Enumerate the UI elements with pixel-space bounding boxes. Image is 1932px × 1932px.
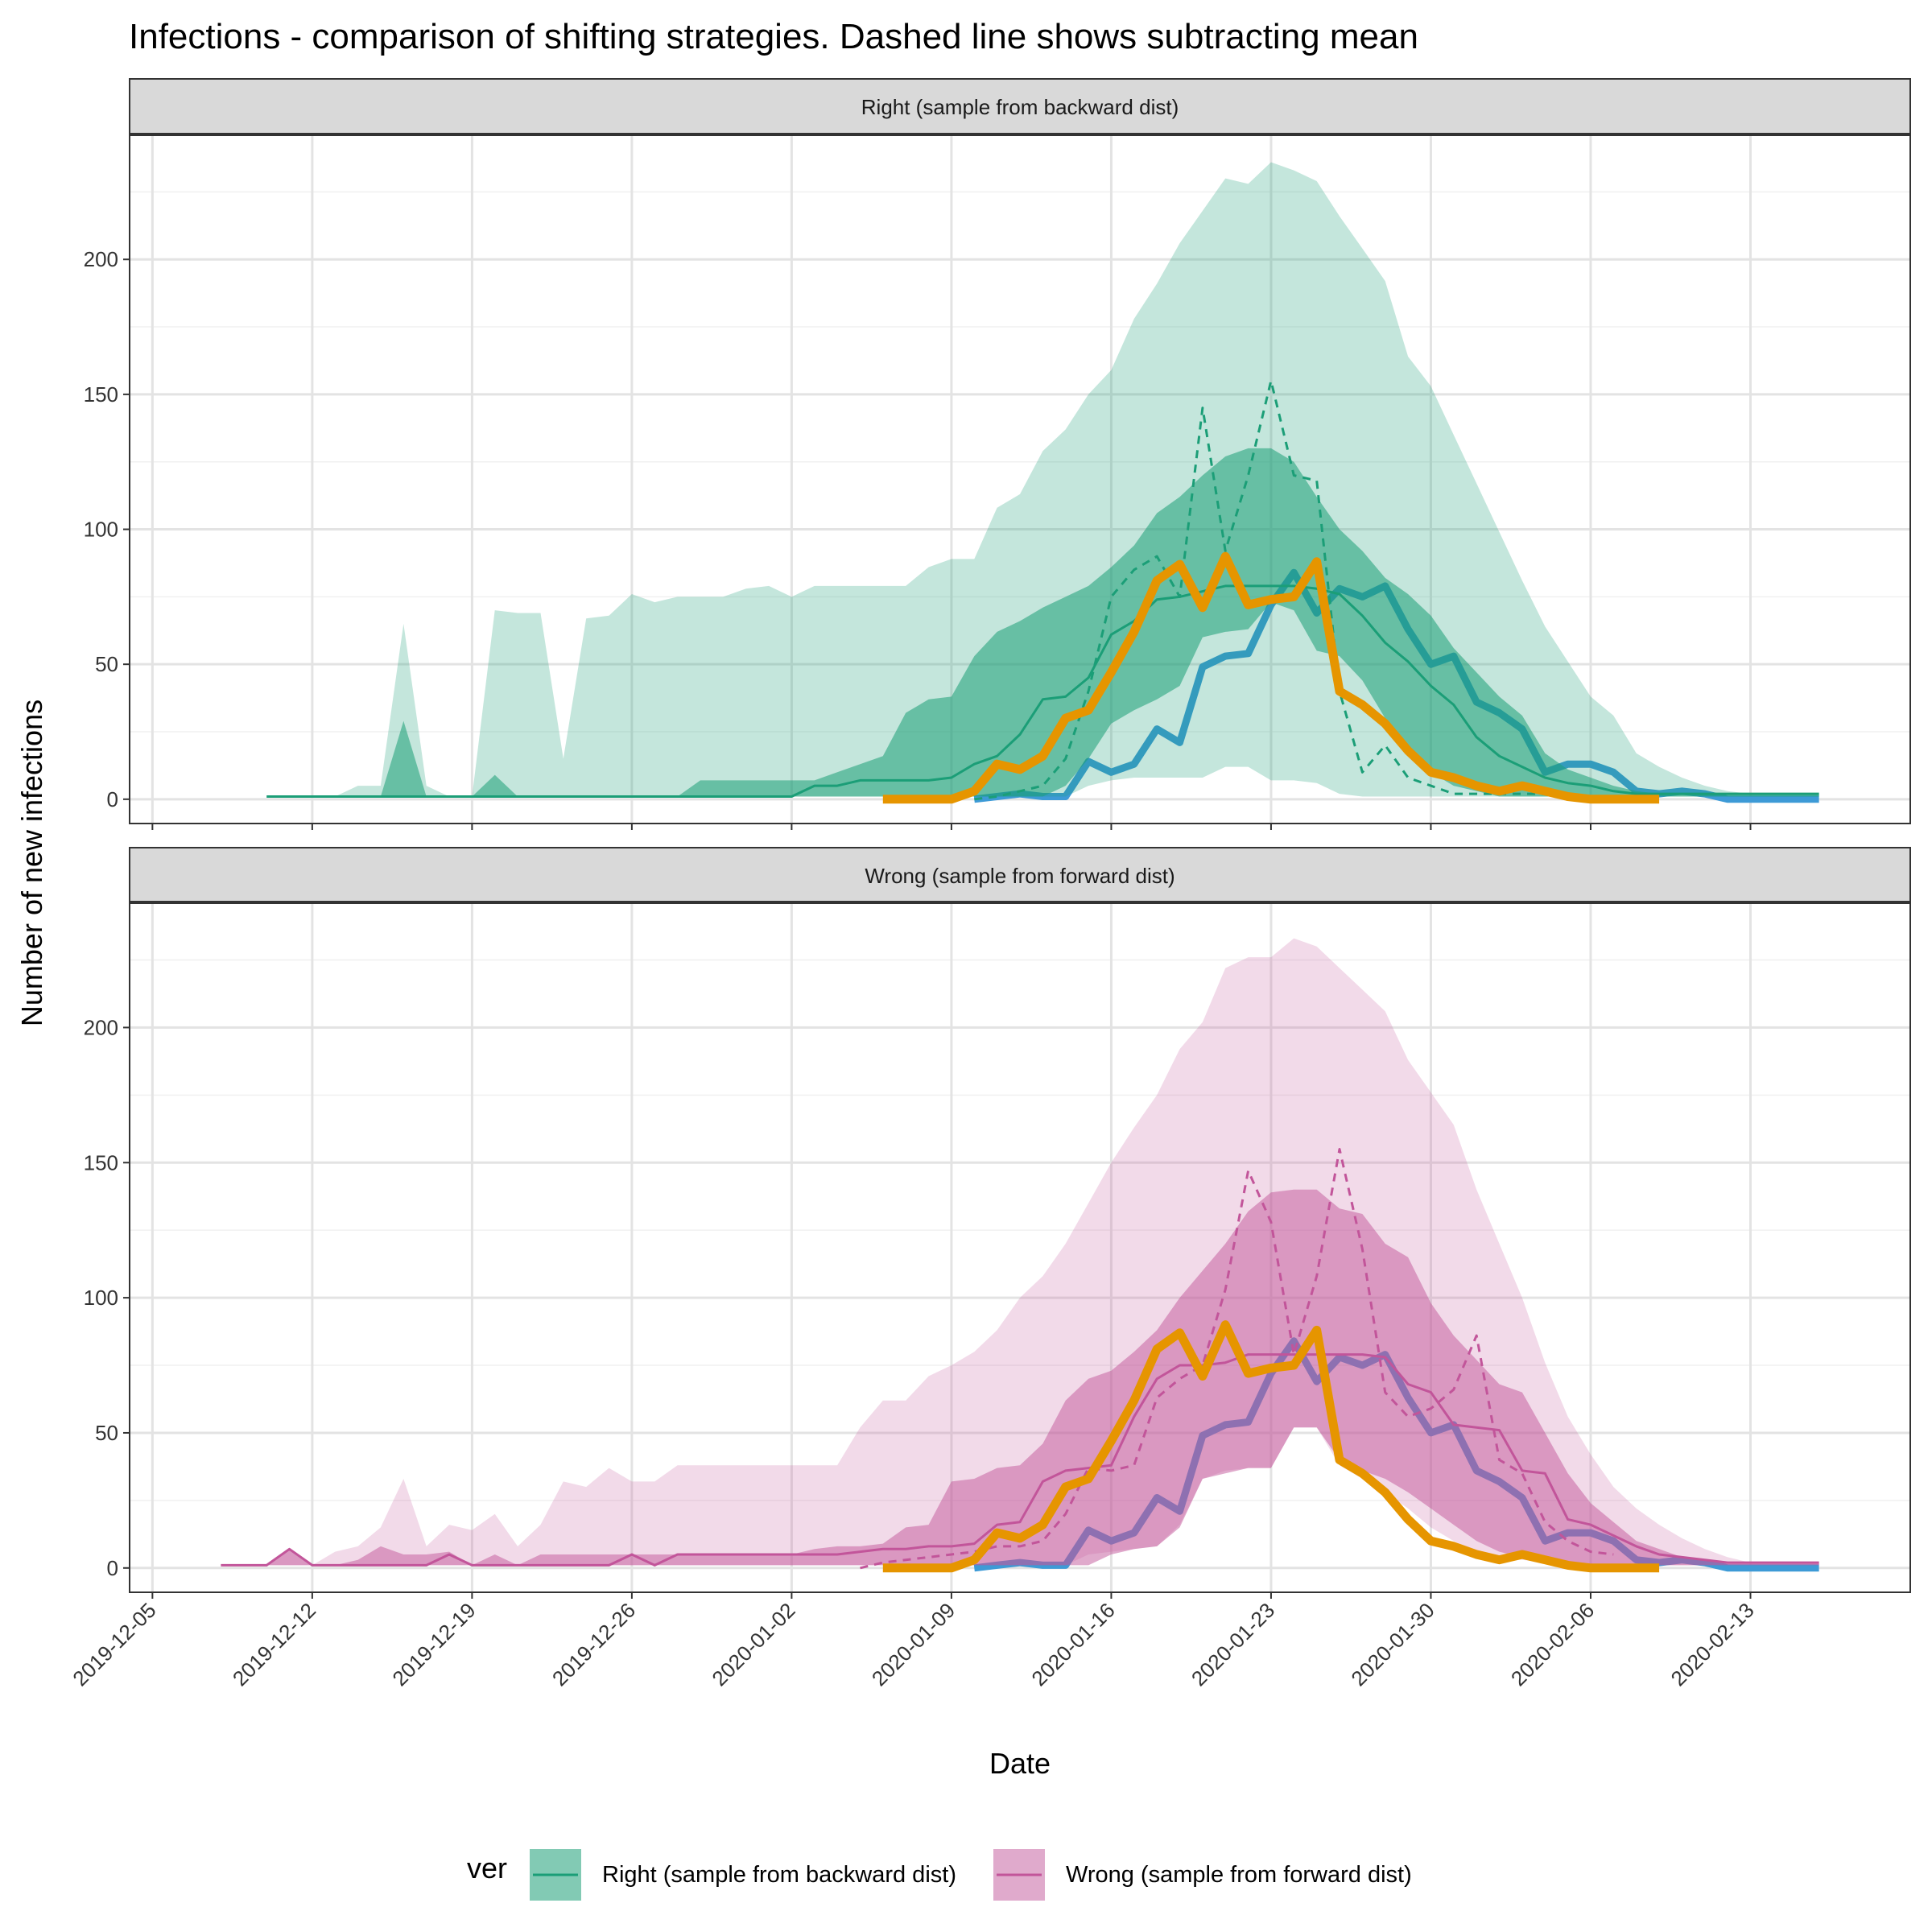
x-tick-label: 2020-01-09 <box>867 1598 960 1690</box>
chart-title: Infections - comparison of shifting stra… <box>129 17 1418 56</box>
y-tick-label: 200 <box>84 1015 118 1039</box>
dashed-line <box>860 1148 1614 1570</box>
x-tick-label: 2020-02-06 <box>1506 1598 1599 1690</box>
x-tick-label: 2019-12-12 <box>228 1598 320 1690</box>
strip-label: Right (sample from backward dist) <box>861 95 1179 119</box>
x-tick-label: 2020-01-23 <box>1187 1598 1279 1690</box>
ribbon <box>221 1189 1819 1566</box>
legend-label: Right (sample from backward dist) <box>602 1862 956 1888</box>
legend-title: ver <box>467 1852 507 1885</box>
x-tick-label: 2019-12-26 <box>547 1598 640 1690</box>
panel-border <box>129 902 1911 1593</box>
y-axis-label: Number of new infections <box>15 700 48 1026</box>
plot-area <box>266 162 1819 804</box>
y-tick-label: 100 <box>84 1286 118 1310</box>
legend-label: Wrong (sample from forward dist) <box>1066 1862 1412 1888</box>
y-tick-label: 50 <box>95 652 118 676</box>
x-tick-label: 2020-01-30 <box>1346 1598 1439 1690</box>
y-tick-label: 0 <box>107 787 118 811</box>
strip-label: Wrong (sample from forward dist) <box>865 864 1174 888</box>
x-tick-label: 2019-12-19 <box>387 1598 480 1690</box>
y-tick-label: 50 <box>95 1421 118 1445</box>
line <box>882 551 1660 804</box>
line <box>221 1353 1819 1567</box>
x-tick-label: 2020-01-16 <box>1026 1598 1119 1690</box>
line <box>882 1320 1660 1573</box>
x-tick-label: 2020-02-13 <box>1666 1598 1758 1690</box>
line <box>266 584 1819 798</box>
y-tick-label: 0 <box>107 1556 118 1580</box>
x-axis-label: Date <box>989 1747 1051 1780</box>
ribbon <box>266 448 1819 797</box>
y-tick-label: 100 <box>84 518 118 542</box>
y-tick-label: 150 <box>84 382 118 407</box>
x-tick-label: 2019-12-05 <box>68 1598 160 1690</box>
x-tick-label: 2020-01-02 <box>707 1598 799 1690</box>
strip <box>129 847 1911 902</box>
panel-border <box>129 134 1911 824</box>
y-tick-label: 150 <box>84 1150 118 1174</box>
strip <box>129 78 1911 134</box>
plot-area <box>221 938 1819 1573</box>
y-tick-label: 200 <box>84 247 118 271</box>
